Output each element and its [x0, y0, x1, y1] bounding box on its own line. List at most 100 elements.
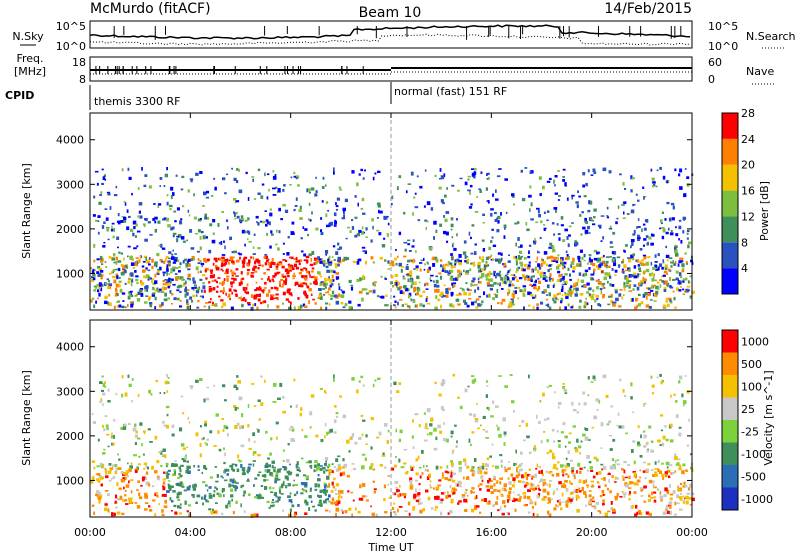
range-cell: [640, 495, 644, 497]
range-cell: [442, 264, 445, 267]
range-cell: [393, 295, 396, 298]
range-cell: [148, 276, 151, 280]
range-cell: [538, 176, 542, 180]
range-cell: [599, 287, 603, 291]
range-cell: [592, 223, 596, 226]
range-cell: [154, 261, 158, 264]
range-cell: [176, 259, 180, 262]
range-cell: [250, 294, 254, 298]
range-cell: [173, 504, 177, 508]
range-cell: [563, 280, 567, 283]
range-cell: [588, 232, 591, 234]
range-cell: [513, 481, 516, 484]
range-cell: [544, 289, 547, 293]
range-cell: [185, 280, 187, 283]
range-cell: [169, 208, 172, 211]
range-cell: [675, 277, 679, 281]
range-cell: [244, 472, 246, 475]
range-cell: [623, 460, 627, 464]
range-cell: [548, 276, 551, 281]
range-cell: [563, 265, 566, 268]
range-cell: [234, 211, 238, 215]
power-colorbar-label: Power [dB]: [758, 181, 771, 241]
range-cell: [418, 483, 421, 486]
range-cell: [659, 263, 663, 267]
range-cell: [632, 204, 635, 207]
range-cell: [252, 432, 255, 437]
range-cell: [195, 266, 199, 271]
range-cell: [608, 265, 611, 268]
range-cell: [626, 285, 629, 287]
range-cell: [247, 470, 249, 474]
range-cell: [477, 468, 481, 472]
range-cell: [648, 287, 651, 291]
range-cell: [632, 253, 635, 257]
range-cell: [416, 175, 419, 178]
range-cell: [504, 227, 506, 230]
range-cell: [148, 296, 152, 299]
range-cell: [681, 393, 684, 398]
range-cell: [244, 243, 246, 247]
range-cell: [240, 218, 245, 220]
range-cell: [438, 272, 442, 275]
range-cell: [277, 397, 281, 400]
range-cell: [282, 291, 286, 296]
range-cell: [547, 502, 550, 504]
range-cell: [305, 461, 310, 464]
range-cell: [494, 258, 499, 261]
range-cell: [103, 448, 106, 451]
range-cell: [204, 420, 207, 424]
range-cell: [446, 471, 450, 474]
range-cell: [197, 469, 200, 471]
range-cell: [666, 510, 670, 514]
range-cell: [199, 246, 202, 251]
range-cell: [418, 497, 421, 502]
range-cell: [444, 194, 447, 198]
range-cell: [309, 426, 312, 429]
range-cell: [113, 228, 115, 232]
range-cell: [690, 453, 692, 456]
range-cell: [678, 432, 682, 437]
range-cell: [154, 492, 157, 497]
range-cell: [225, 270, 228, 273]
range-cell: [122, 268, 126, 270]
range-cell: [600, 463, 604, 466]
range-cell: [330, 294, 334, 298]
range-cell: [162, 247, 166, 250]
range-cell: [564, 273, 568, 276]
range-cell: [638, 270, 642, 272]
range-cell: [554, 391, 556, 394]
range-cell: [153, 203, 156, 205]
range-cell: [372, 383, 375, 388]
range-cell: [664, 266, 668, 271]
range-cell: [668, 257, 673, 259]
range-cell: [564, 182, 567, 186]
range-cell: [614, 290, 618, 294]
range-cell: [553, 490, 556, 494]
range-cell: [592, 289, 595, 293]
range-cell: [662, 274, 666, 277]
range-cell: [299, 217, 303, 220]
range-cell: [279, 382, 283, 387]
range-cell: [565, 280, 568, 284]
range-cell: [628, 286, 631, 289]
range-cell: [517, 286, 521, 289]
range-cell: [152, 286, 154, 290]
range-cell: [362, 250, 366, 253]
range-cell: [298, 262, 301, 266]
range-cell: [661, 280, 664, 283]
colorbar-tick: 8: [741, 236, 748, 249]
range-cell: [581, 487, 585, 491]
range-cell: [187, 470, 191, 474]
range-cell: [141, 167, 143, 171]
ytick-label: 1000: [56, 267, 84, 280]
range-cell: [252, 253, 256, 255]
range-cell: [451, 256, 454, 261]
range-cell: [298, 469, 301, 473]
range-cell: [582, 172, 586, 176]
range-cell: [533, 447, 537, 451]
range-cell: [556, 293, 559, 296]
range-cell: [257, 399, 261, 402]
range-cell: [124, 392, 128, 397]
range-cell: [422, 290, 426, 293]
